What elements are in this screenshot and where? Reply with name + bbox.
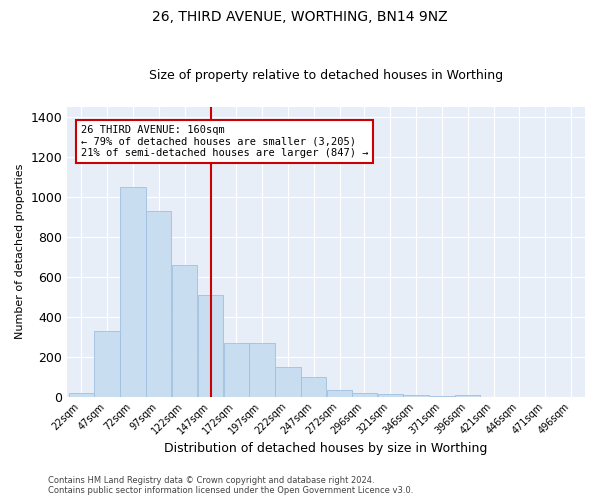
Text: Contains HM Land Registry data © Crown copyright and database right 2024.
Contai: Contains HM Land Registry data © Crown c… [48,476,413,495]
Text: 26 THIRD AVENUE: 160sqm
← 79% of detached houses are smaller (3,205)
21% of semi: 26 THIRD AVENUE: 160sqm ← 79% of detache… [81,125,368,158]
Bar [352,392,377,396]
Bar [377,394,403,396]
Bar [275,366,301,396]
Bar [68,392,94,396]
Bar [301,376,326,396]
Bar [455,395,481,396]
Bar [172,264,197,396]
Bar [327,390,352,396]
Bar [94,330,120,396]
Title: Size of property relative to detached houses in Worthing: Size of property relative to detached ho… [149,69,503,82]
Y-axis label: Number of detached properties: Number of detached properties [15,164,25,340]
Bar [198,294,223,396]
Bar [146,210,172,396]
Bar [120,186,146,396]
Bar [250,342,275,396]
Bar [224,342,249,396]
Bar [403,394,429,396]
X-axis label: Distribution of detached houses by size in Worthing: Distribution of detached houses by size … [164,442,488,455]
Text: 26, THIRD AVENUE, WORTHING, BN14 9NZ: 26, THIRD AVENUE, WORTHING, BN14 9NZ [152,10,448,24]
